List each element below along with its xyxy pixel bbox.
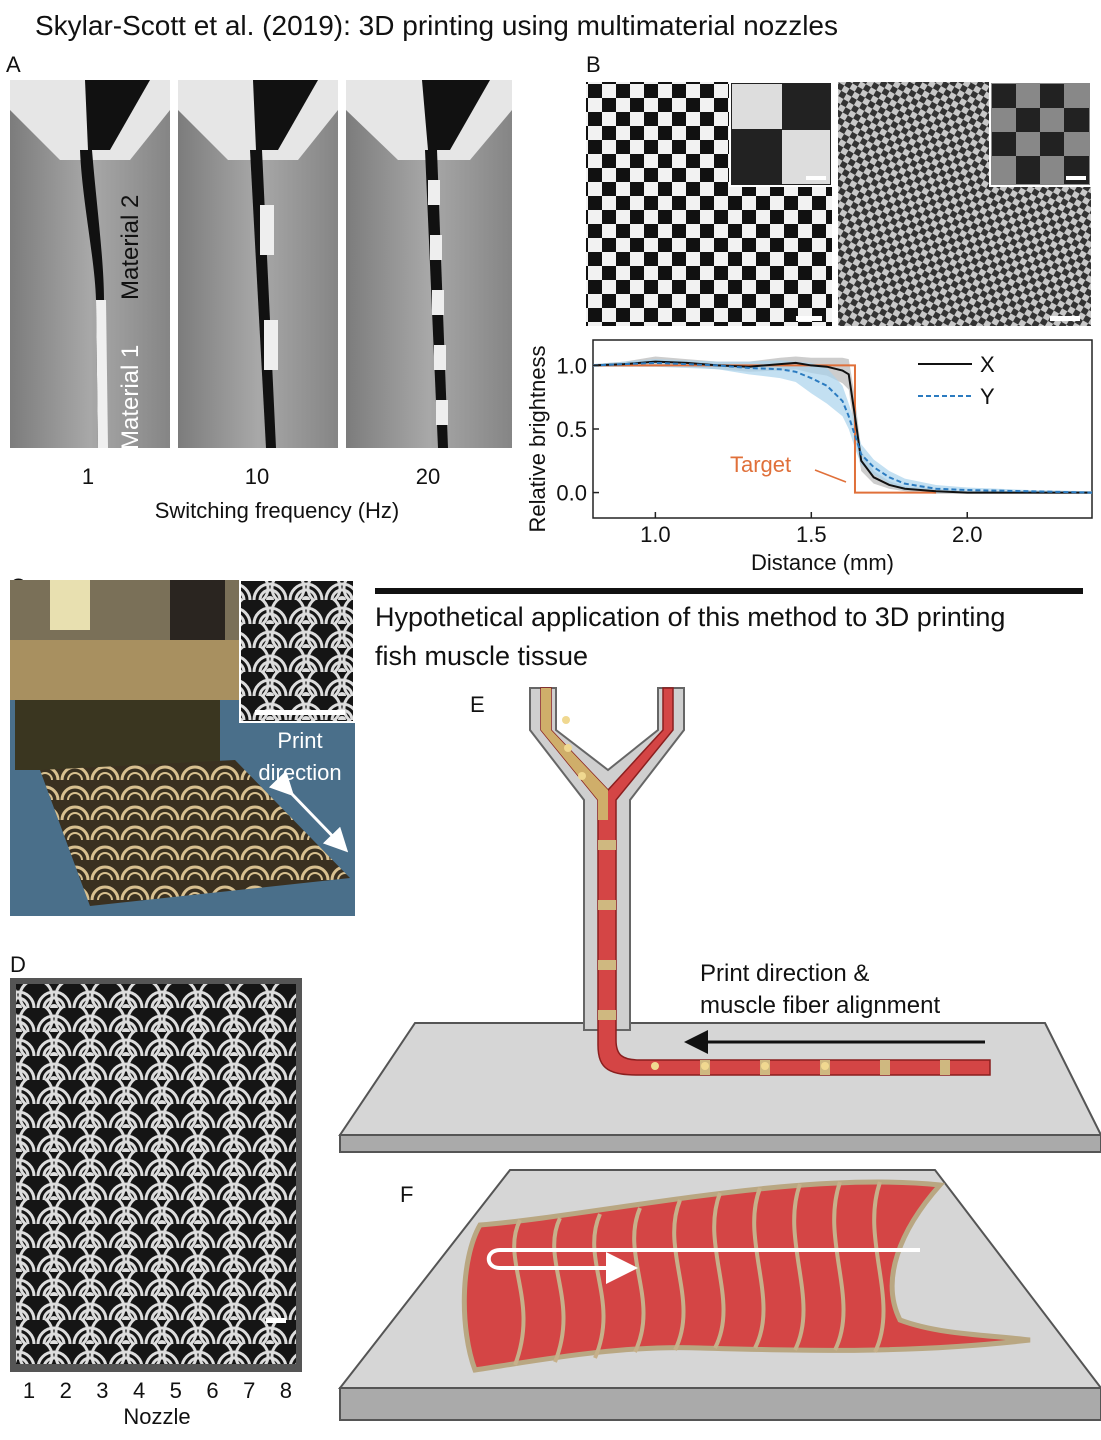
panel-label: D	[10, 952, 26, 977]
panel-label: E	[470, 692, 485, 717]
nozzle-label: 4	[133, 1378, 145, 1403]
error-band	[593, 359, 1092, 494]
frequency-label: 20	[416, 464, 440, 489]
target-pointer	[814, 469, 847, 483]
y-tick-label: 0.5	[556, 417, 587, 442]
panel-label: F	[400, 1182, 413, 1207]
y-tick-label: 1.0	[556, 353, 587, 378]
panel-a-photos	[10, 80, 512, 448]
panel-f-diagram	[337, 1169, 1101, 1421]
section-heading: Hypothetical application of this method …	[375, 602, 1005, 671]
divider	[375, 588, 1083, 594]
x-tick-label: 1.5	[796, 522, 827, 547]
nozzle-label: 2	[60, 1378, 72, 1403]
nozzle-label: 8	[280, 1378, 292, 1403]
x-axis-label: Distance (mm)	[751, 550, 894, 575]
y-axis-label: Relative brightness	[525, 345, 550, 532]
legend-label: Y	[980, 384, 995, 409]
panel-c-photo	[10, 579, 355, 916]
nozzle-label: 1	[23, 1378, 35, 1403]
axis-label: Nozzle	[123, 1404, 190, 1429]
target-label: Target	[730, 452, 791, 477]
axis-label: Switching frequency (Hz)	[155, 498, 400, 523]
panel-d-photo	[10, 978, 302, 1372]
frequency-label: 1	[82, 464, 94, 489]
panel-label: A	[6, 52, 21, 77]
nozzle-label: 7	[243, 1378, 255, 1403]
annotation: Print direction	[258, 728, 341, 785]
figure-title: Skylar-Scott et al. (2019): 3D printing …	[35, 10, 838, 41]
material-label: Material 1	[117, 345, 144, 450]
nozzle-label: 5	[170, 1378, 182, 1403]
legend-label: X	[980, 352, 995, 377]
series-line	[592, 361, 1093, 494]
nozzle-label: 6	[206, 1378, 218, 1403]
panel-e-diagram	[338, 687, 1101, 1153]
panel-label: B	[586, 52, 601, 77]
x-tick-label: 1.0	[640, 522, 671, 547]
frequency-label: 10	[245, 464, 269, 489]
x-tick-label: 2.0	[952, 522, 983, 547]
error-band	[593, 356, 1092, 494]
annotation: Print direction & muscle fiber alignment	[700, 960, 940, 1019]
y-tick-label: 0.0	[556, 481, 587, 506]
material-label: Material 2	[117, 195, 144, 300]
nozzle-label: 3	[96, 1378, 108, 1403]
panel-b-photos	[586, 81, 1092, 326]
